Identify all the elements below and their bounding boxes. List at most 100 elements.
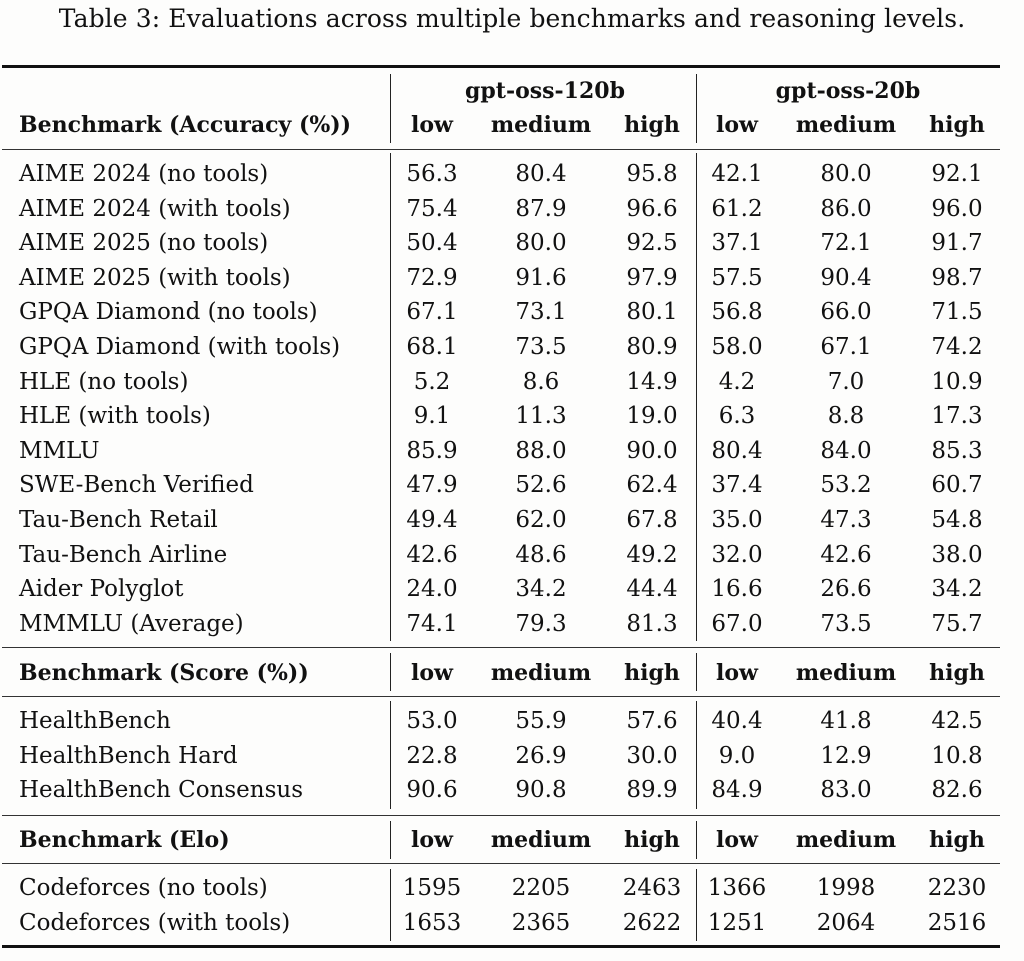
table-cell-value: 30.0 (626, 742, 678, 769)
table-rule-thick (2, 945, 1000, 948)
benchmark-name: AIME 2024 (with tools) (19, 195, 291, 222)
table-cell-value: 19.0 (626, 403, 678, 430)
table-cell-value: 89.9 (626, 777, 678, 804)
table-cell-value: 49.4 (406, 507, 458, 533)
section-header: Benchmark (Elo) (19, 827, 230, 853)
table-cell-value: 1595 (402, 875, 462, 901)
column-divider (696, 153, 697, 641)
table-cell-value: 58.0 (711, 334, 763, 360)
benchmark-name: HealthBench Hard (19, 742, 238, 769)
column-divider (390, 153, 391, 641)
table-cell-value: 72.1 (820, 230, 872, 257)
table-cell-value: 79.3 (515, 610, 567, 637)
table-cell-value: 9.0 (718, 742, 756, 769)
table-cell-value: 80.0 (515, 230, 567, 257)
table-cell-value: 52.6 (515, 472, 567, 499)
benchmark-name: MMLU (19, 437, 100, 464)
table-cell-value: 75.7 (931, 610, 983, 637)
benchmark-name: AIME 2025 (no tools) (19, 230, 269, 257)
benchmark-name: AIME 2025 (with tools) (19, 264, 291, 291)
table-cell-value: 97.9 (626, 264, 678, 291)
level-header-low: low (716, 112, 758, 138)
benchmark-name: HLE (no tools) (19, 368, 189, 395)
model-group-header: gpt-oss-120b (465, 78, 625, 104)
table-cell-value: 67.8 (626, 507, 678, 533)
table-caption: Table 3: Evaluations across multiple ben… (58, 4, 966, 33)
benchmark-name: Codeforces (no tools) (19, 875, 268, 901)
table-cell-value: 73.5 (820, 610, 872, 637)
table-cell-value: 73.1 (515, 299, 567, 326)
table-cell-value: 40.4 (711, 708, 763, 734)
table-cell-value: 98.7 (931, 264, 983, 291)
table-cell-value: 62.4 (626, 472, 678, 499)
table-cell-value: 14.9 (626, 368, 678, 395)
level-header-low: low (411, 112, 453, 138)
benchmark-name: Aider Polyglot (19, 576, 184, 603)
table-cell-value: 91.6 (515, 264, 567, 291)
table-cell-value: 67.0 (711, 610, 763, 637)
table-cell-value: 2064 (816, 909, 876, 936)
level-header-medium: medium (490, 112, 592, 138)
level-header-medium: medium (795, 827, 897, 853)
model-group-header: gpt-oss-20b (775, 78, 921, 104)
table-cell-value: 44.4 (626, 576, 678, 603)
table-cell-value: 2205 (511, 875, 571, 901)
table-cell-value: 85.3 (931, 437, 983, 464)
table-cell-value: 47.3 (820, 507, 872, 533)
table-cell-value: 53.0 (406, 708, 458, 734)
table-cell-value: 1251 (707, 909, 767, 936)
table-cell-value: 8.8 (827, 403, 865, 430)
table-rule (2, 815, 1000, 816)
table-cell-value: 8.6 (522, 368, 560, 395)
column-divider (696, 653, 697, 691)
table-cell-value: 34.2 (931, 576, 983, 603)
benchmark-name: MMMLU (Average) (19, 610, 244, 637)
table-cell-value: 2365 (511, 909, 571, 936)
table-cell-value: 5.2 (413, 368, 451, 395)
table-cell-value: 11.3 (515, 403, 567, 430)
table-cell-value: 16.6 (711, 576, 763, 603)
table-cell-value: 54.8 (931, 507, 983, 533)
column-divider (390, 74, 391, 143)
table-cell-value: 84.0 (820, 437, 872, 464)
table-cell-value: 57.6 (626, 708, 678, 734)
level-header-low: low (716, 827, 758, 853)
table-cell-value: 42.6 (820, 541, 872, 568)
table-cell-value: 66.0 (820, 299, 872, 326)
table-cell-value: 96.0 (931, 195, 983, 222)
column-divider (696, 701, 697, 809)
table-cell-value: 6.3 (718, 403, 756, 430)
level-header-high: high (624, 112, 680, 138)
column-divider (390, 869, 391, 941)
table-cell-value: 37.4 (711, 472, 763, 499)
table-cell-value: 83.0 (820, 777, 872, 804)
table-cell-value: 84.9 (711, 777, 763, 804)
table-cell-value: 71.5 (931, 299, 983, 326)
table-cell-value: 42.6 (406, 541, 458, 568)
table-cell-value: 12.9 (820, 742, 872, 769)
table-cell-value: 2230 (927, 875, 987, 901)
column-divider (390, 701, 391, 809)
table-rule (2, 149, 1000, 150)
table-cell-value: 91.7 (931, 230, 983, 257)
table-cell-value: 60.7 (931, 472, 983, 499)
benchmark-name: Tau-Bench Retail (19, 507, 218, 533)
table-cell-value: 80.0 (820, 161, 872, 187)
table-cell-value: 90.8 (515, 777, 567, 804)
level-header-high: high (929, 112, 985, 138)
table-cell-value: 92.5 (626, 230, 678, 257)
table-cell-value: 1366 (707, 875, 767, 901)
table-cell-value: 26.9 (515, 742, 567, 769)
level-header-medium: medium (795, 660, 897, 686)
table-cell-value: 9.1 (413, 403, 451, 430)
benchmark-name: Codeforces (with tools) (19, 909, 291, 936)
table-rule (2, 647, 1000, 648)
table-cell-value: 2516 (927, 909, 987, 936)
table-cell-value: 35.0 (711, 507, 763, 533)
table-rule (2, 863, 1000, 864)
table-cell-value: 90.0 (626, 437, 678, 464)
benchmark-name: HealthBench Consensus (19, 777, 304, 804)
table-cell-value: 73.5 (515, 334, 567, 360)
benchmark-name: HLE (with tools) (19, 403, 211, 430)
level-header-low: low (411, 660, 453, 686)
